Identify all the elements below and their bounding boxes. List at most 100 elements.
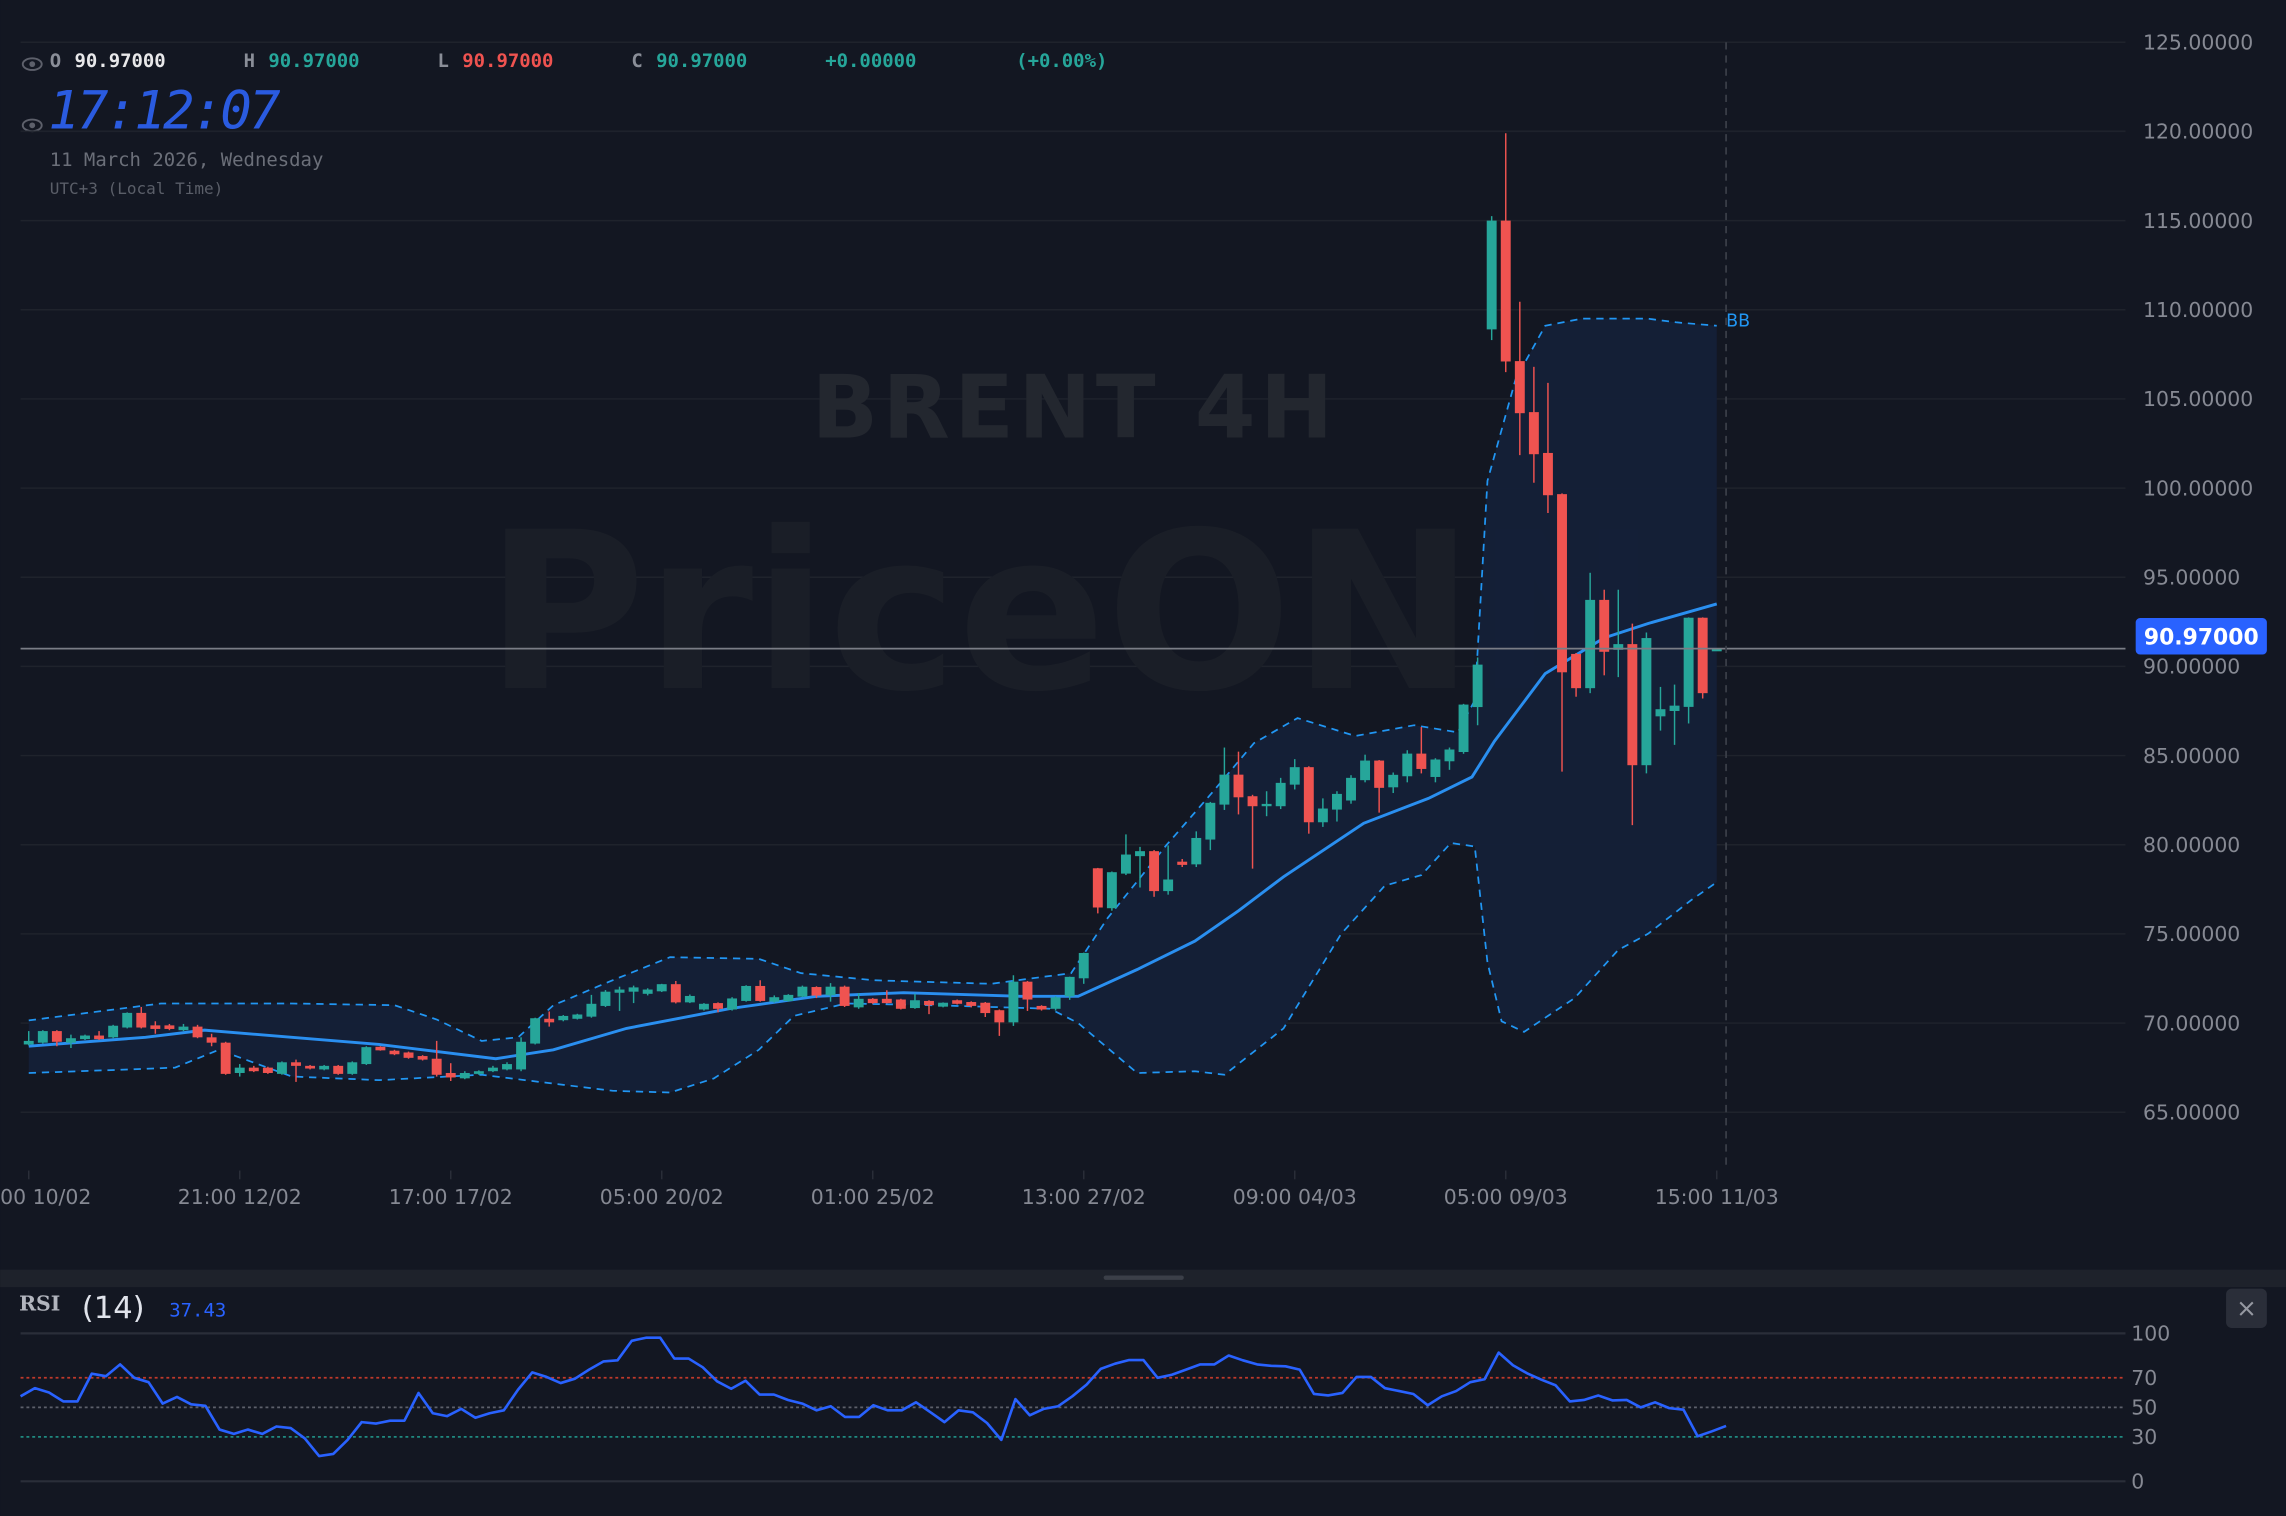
close-icon[interactable]: ×: [2236, 1293, 2257, 1322]
candle-body: [755, 985, 766, 1001]
rsi-tick-label: 70: [2131, 1366, 2157, 1390]
candle-down: [1416, 727, 1427, 774]
candle-down: [924, 1000, 934, 1015]
ohlc-legend: O 90.97000 H 90.97000 L 90.97000 C 90.97…: [21, 50, 1107, 72]
rsi-legend: RSI (14) 37.43: [19, 1291, 226, 1326]
watermark: BRENT 4H PriceONN: [485, 356, 1658, 740]
candle-body: [361, 1047, 372, 1065]
candle-down: [670, 980, 681, 1004]
candle-up: [473, 1070, 484, 1075]
candle-body: [1697, 617, 1708, 694]
candle-body: [1528, 412, 1539, 455]
candle-down: [389, 1049, 400, 1056]
candle-body: [431, 1058, 442, 1075]
current-price-badge: 90.97000: [2135, 618, 2267, 655]
candle-up: [586, 994, 597, 1018]
candle-down: [980, 1002, 991, 1017]
candle-body: [558, 1015, 569, 1021]
price-tick-label: 75.00000: [2143, 922, 2240, 946]
change-value: +0.00000: [825, 50, 916, 72]
rsi-tick-label: 30: [2131, 1425, 2157, 1449]
candle-body: [1163, 879, 1174, 892]
candle-up: [628, 985, 639, 1004]
candle-body: [1669, 705, 1680, 711]
candle-body: [1711, 649, 1722, 652]
candle-body: [825, 986, 836, 996]
candle-body: [1388, 774, 1399, 788]
close-label: C: [631, 50, 642, 72]
candle-body: [881, 998, 892, 1004]
candle-body: [136, 1012, 147, 1028]
open-label: O: [50, 50, 61, 72]
candle-body: [839, 986, 850, 1006]
candle-up: [530, 1017, 541, 1045]
candle-up: [909, 993, 920, 1009]
candle-body: [1135, 851, 1145, 857]
date-label: 11 March 2026, Wednesday: [50, 149, 324, 171]
candle-body: [305, 1065, 316, 1069]
candle-up: [741, 985, 752, 1002]
candle-body: [1542, 452, 1553, 496]
candle-body: [51, 1031, 62, 1042]
candle-body: [516, 1041, 527, 1070]
candle-down: [755, 980, 766, 1002]
candle-up: [319, 1064, 330, 1071]
eye-icon[interactable]: [21, 57, 43, 71]
candle-body: [389, 1050, 400, 1055]
price-tick-label: 95.00000: [2143, 566, 2240, 590]
candle-up: [1317, 798, 1328, 827]
rsi-close-button[interactable]: ×: [2226, 1288, 2267, 1328]
candle-body: [445, 1072, 456, 1078]
candle-down: [713, 1002, 723, 1013]
candle-up: [656, 983, 667, 993]
pane-resize-handle[interactable]: [1103, 1275, 1184, 1280]
candle-body: [206, 1037, 217, 1043]
candle-up: [1472, 657, 1483, 726]
rsi-value: 37.43: [169, 1299, 226, 1321]
candle-up: [361, 1046, 372, 1065]
candle-body: [1022, 981, 1033, 1000]
high-value: 90.97000: [268, 50, 359, 72]
candle-body: [291, 1062, 301, 1066]
candle-down: [1557, 493, 1567, 772]
candle-down: [150, 1021, 161, 1034]
candle-body: [1205, 802, 1216, 840]
candle-body: [65, 1038, 76, 1043]
rsi-line: [19, 1336, 1727, 1458]
candle-up: [1050, 996, 1061, 1011]
candle-body: [1585, 599, 1596, 689]
time-tick-label: 09:00 04/03: [1233, 1185, 1357, 1209]
candle-down: [881, 990, 892, 1004]
price-axis[interactable]: 125.00000 120.00000 115.00000 110.00000 105.…: [2143, 31, 2253, 1125]
candle-body: [966, 1002, 977, 1006]
candle-down: [248, 1065, 259, 1073]
candle-body: [656, 984, 667, 992]
candle-body: [1360, 760, 1371, 781]
candle-body: [37, 1031, 48, 1043]
candle-body: [1247, 796, 1258, 807]
price-tick-label: 65.00000: [2143, 1101, 2240, 1125]
candle-body: [530, 1018, 541, 1044]
price-tick-label: 80.00000: [2143, 833, 2240, 857]
candle-up: [1261, 791, 1272, 817]
candle-body: [1430, 759, 1441, 777]
candle-up: [347, 1061, 358, 1075]
candle-up: [853, 993, 864, 1009]
time-axis[interactable]: 00 10/02 21:00 12/02 17:00 17/02 05:00 20/0…: [0, 1170, 1779, 1210]
rsi-tick-label: 100: [2131, 1322, 2170, 1346]
candle-up: [1402, 750, 1413, 783]
candle-body: [684, 995, 695, 1003]
candle-up: [1486, 216, 1497, 341]
low-value: 90.97000: [462, 50, 553, 72]
candle-body: [1064, 976, 1075, 997]
candle-up: [572, 1013, 583, 1020]
candle-body: [600, 991, 611, 1006]
candle-up: [122, 1012, 133, 1029]
candle-body: [853, 998, 864, 1008]
candle-body: [248, 1067, 259, 1072]
watermark-brand: PriceONN: [485, 485, 1658, 740]
candle-down: [51, 1030, 62, 1047]
candle-body: [1458, 704, 1469, 753]
